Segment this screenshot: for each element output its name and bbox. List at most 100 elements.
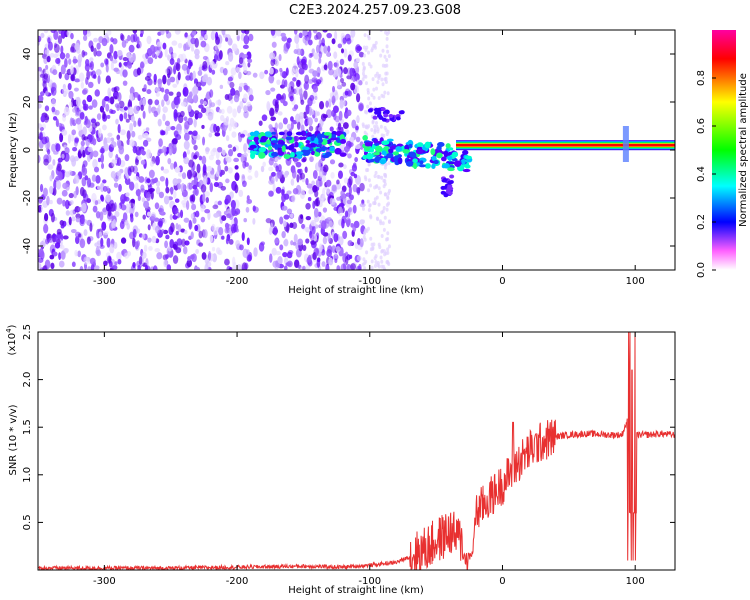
noise-speckle-faint [376,80,380,85]
noise-speckle-faint [385,44,389,49]
noise-speckle [174,30,181,35]
noise-speckle [242,160,247,169]
noise-speckle [330,172,335,179]
cluster-blob [305,139,311,144]
cluster-blob [375,145,383,153]
noise-speckle-faint [364,124,368,129]
noise-speckle [293,135,300,142]
cluster-blob [364,142,372,147]
noise-speckle [181,172,187,180]
cluster-blob [249,144,257,149]
noise-speckle-faint [376,217,380,222]
noise-speckle [221,149,226,156]
noise-speckle [217,249,223,256]
noise-speckle [311,77,318,83]
noise-speckle [42,80,47,90]
noise-speckle-faint [363,266,367,270]
noise-speckle [278,53,282,62]
cluster-blob [310,135,315,142]
noise-speckle [239,244,244,251]
noise-speckle [117,258,122,265]
noise-speckle [215,36,220,45]
cluster-blob [413,162,418,170]
cluster-blob [290,151,295,158]
noise-speckle [91,70,97,79]
noise-speckle [77,250,82,258]
noise-speckle [228,123,232,132]
noise-speckle [206,165,212,172]
noise-speckle [157,220,163,227]
noise-speckle [116,134,121,141]
noise-speckle [129,106,134,116]
noise-speckle [38,154,41,164]
noise-speckle [323,45,328,54]
noise-speckle [154,202,160,210]
noise-speckle [135,149,142,156]
noise-speckle [116,204,121,212]
branch-upper-blob [383,113,389,118]
noise-speckle [100,62,105,68]
noise-speckle [282,220,287,228]
noise-speckle [148,246,153,251]
noise-speckle [182,202,187,208]
noise-speckle [335,246,341,253]
noise-speckle-faint [374,86,378,91]
noise-speckle [269,107,275,117]
noise-speckle [310,240,316,245]
noise-speckle [52,187,57,196]
noise-speckle [143,200,150,209]
noise-speckle [329,159,336,165]
noise-speckle [157,118,162,127]
noise-speckle-faint [379,221,383,226]
noise-speckle [146,211,151,217]
noise-speckle [68,216,72,226]
noise-speckle [55,57,61,64]
noise-speckle-faint [370,93,374,98]
noise-speckle-faint [361,262,365,267]
noise-speckle-faint [363,33,367,38]
noise-speckle [216,54,222,62]
noise-speckle [220,114,225,122]
noise-speckle [79,238,86,249]
noise-speckle [177,172,183,177]
noise-speckle [114,261,118,266]
noise-speckle-faint [384,30,388,35]
noise-speckle [158,138,163,147]
noise-speckle [200,184,207,193]
noise-speckle-faint [366,90,370,95]
y-tick-label: 0.5 [22,514,33,530]
branch-lower-blob [447,180,453,185]
noise-speckle [51,106,56,113]
noise-speckle [97,185,101,190]
noise-speckle [202,163,207,174]
noise-speckle [151,235,157,244]
noise-speckle [77,59,82,68]
noise-speckle [350,263,356,270]
noise-speckle [132,228,137,238]
noise-speckle [95,69,102,76]
noise-speckle [135,158,139,166]
noise-speckle [193,144,198,151]
noise-speckle [200,204,205,213]
noise-speckle-faint [382,133,386,138]
noise-speckle [181,63,188,71]
noise-speckle [122,57,129,62]
noise-speckle [325,100,329,108]
noise-speckle [41,136,48,145]
noise-speckle [238,189,244,198]
noise-speckle [309,233,315,241]
noise-speckle [145,52,149,59]
cluster-blob [431,155,437,162]
noise-speckle [308,59,312,69]
noise-speckle [281,205,288,211]
noise-speckle-faint [368,203,372,208]
noise-speckle [346,199,352,205]
noise-speckle-faint [386,247,390,252]
noise-speckle [133,165,138,174]
cluster-blob [374,156,381,163]
noise-speckle [54,109,60,116]
noise-speckle [70,228,77,234]
noise-speckle [190,231,194,240]
noise-speckle [195,81,202,88]
noise-speckle [213,54,218,60]
